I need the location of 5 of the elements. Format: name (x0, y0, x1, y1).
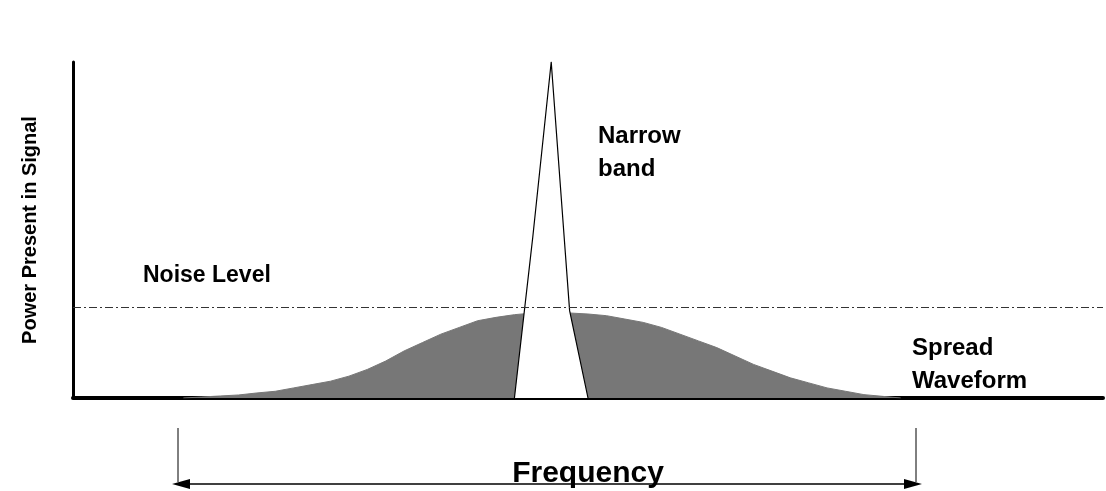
ref-line-label: Noise Level (143, 260, 271, 287)
y-axis-title: Power Present in Signal (18, 116, 40, 344)
annotation: Narrow band (598, 121, 688, 181)
annotation: Spread Waveform (912, 333, 1028, 393)
x-axis-title: Frequency (512, 454, 665, 488)
